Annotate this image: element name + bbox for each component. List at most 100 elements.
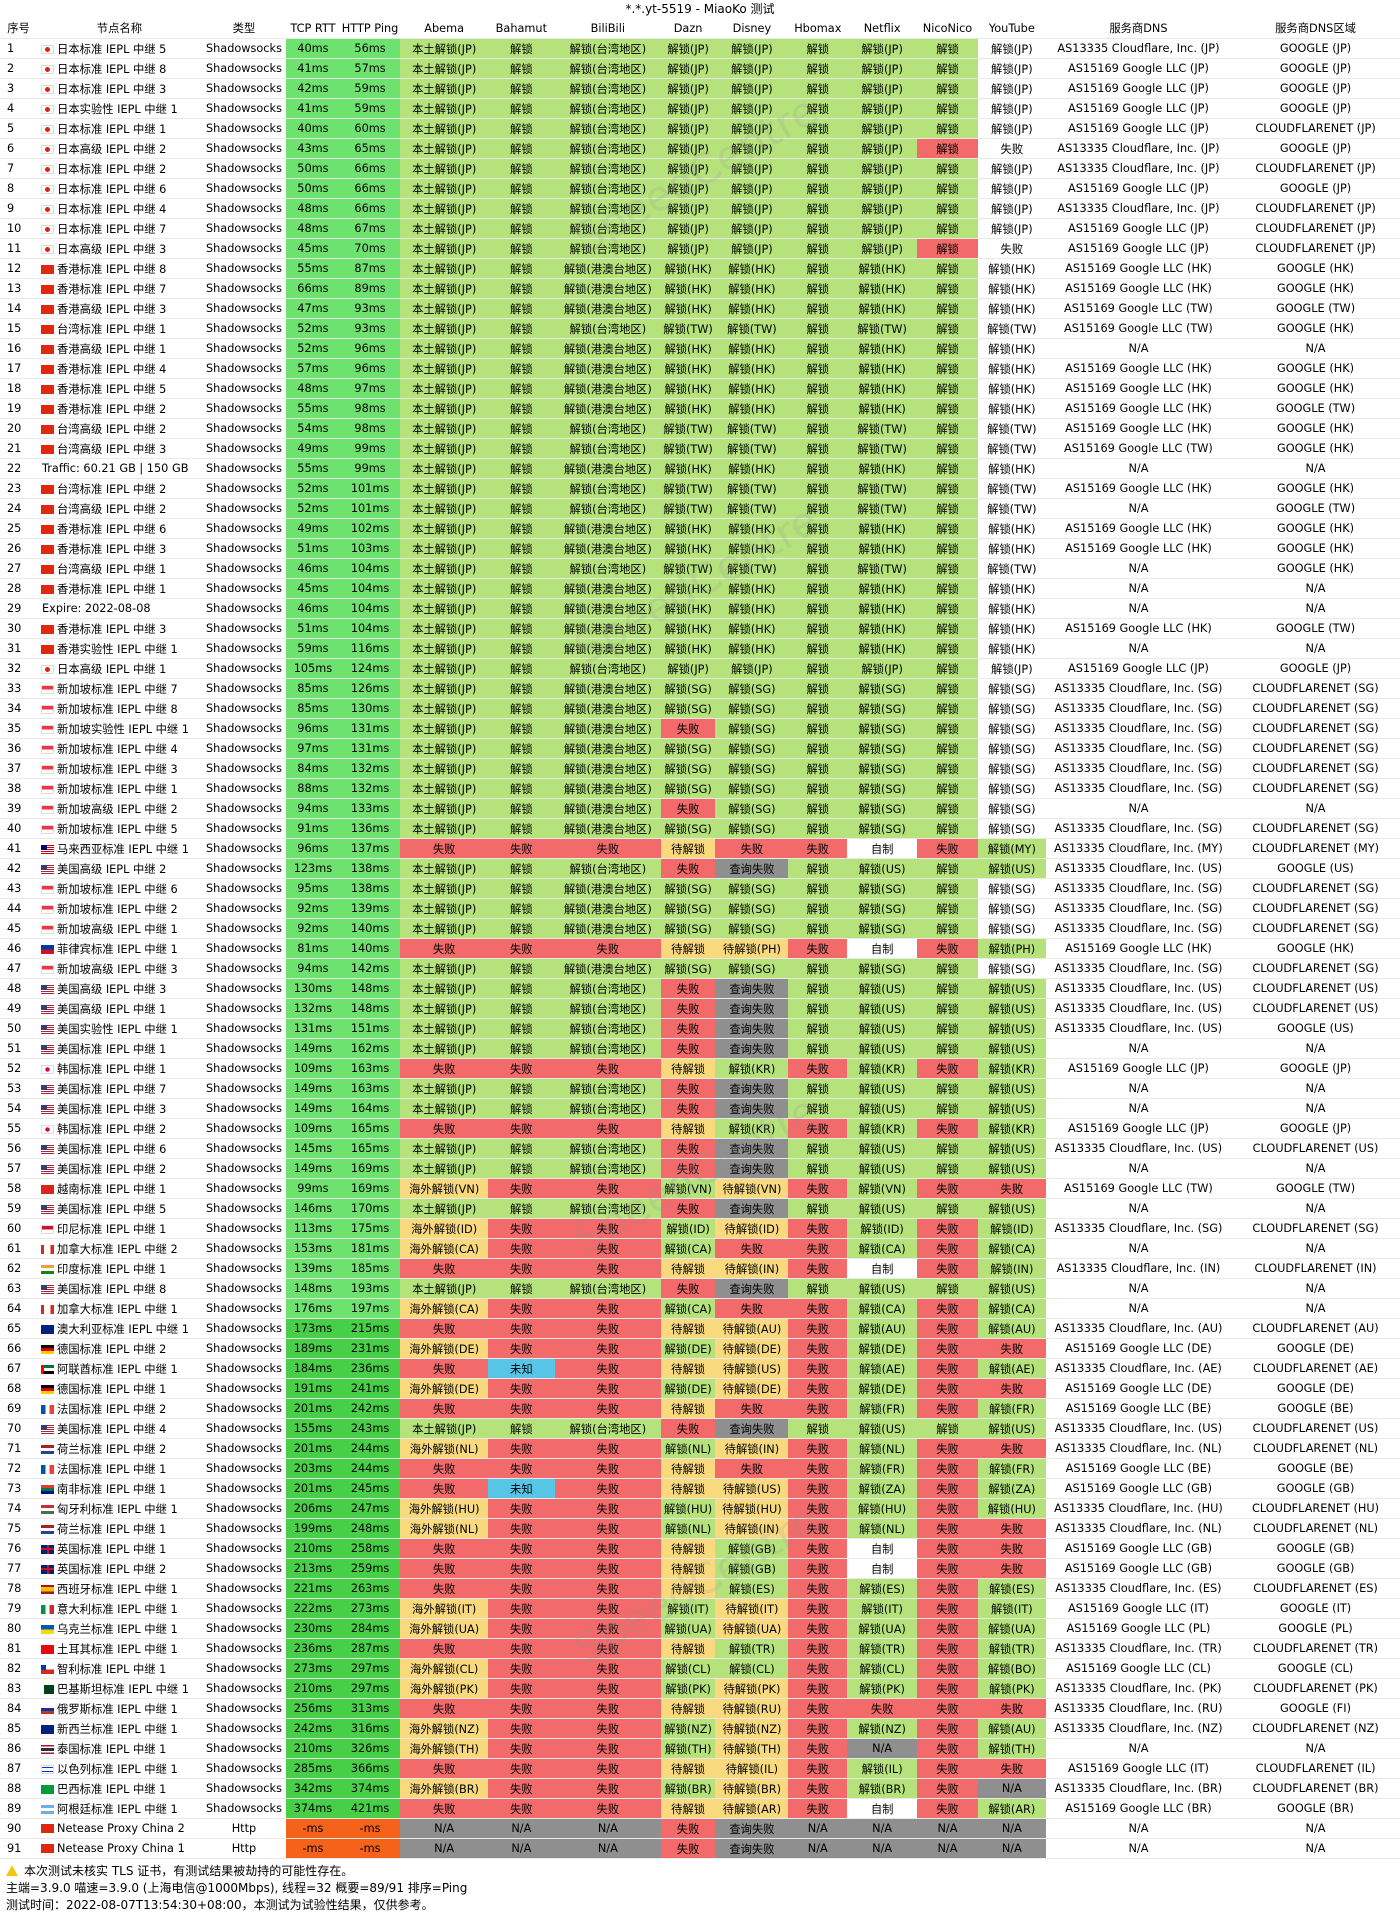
dazn-result: 待解锁 [660, 938, 716, 959]
bahamut-result: 失败 [487, 1538, 555, 1559]
node-name: 美国实验性 IEPL 中继 1 [57, 1022, 178, 1036]
hbomax-result: 解锁 [788, 758, 848, 779]
dazn-result: 解锁(SG) [660, 878, 716, 899]
bilibili-result: N/A [554, 1838, 661, 1859]
tcp-rtt: -ms [286, 1838, 340, 1859]
node-name-cell: 新加坡标准 IEPL 中继 8 [37, 698, 202, 719]
bilibili-result: 解锁(台湾地区) [554, 138, 661, 159]
node-name: 日本标准 IEPL 中继 1 [57, 122, 167, 136]
hbomax-result: 解锁 [788, 958, 848, 979]
bahamut-result: 解锁 [487, 478, 555, 499]
abema-result: 本土解锁(JP) [400, 1018, 488, 1039]
node-name-cell: 美国标准 IEPL 中继 7 [37, 1078, 202, 1099]
node-type: Shadowsocks [201, 1318, 287, 1339]
dns-provider: AS13335 Cloudflare, Inc. (SG) [1045, 698, 1232, 719]
netflix-result: 解锁(NZ) [847, 1718, 918, 1739]
dns-region: GOOGLE (TW) [1231, 498, 1400, 519]
tls-warning: 本次测试未核实 TLS 证书，有测试结果被劫持的可能性存在。 [0, 1863, 1400, 1880]
netflix-result: N/A [847, 1838, 918, 1859]
youtube-result: 解锁(HK) [977, 578, 1046, 599]
abema-result: 本土解锁(JP) [400, 1138, 488, 1159]
disney-result: 查询失败 [715, 1038, 789, 1059]
test-summary: 主端=3.9.0 喵速=3.9.0 (上海电信@1000Mbps), 线程=32… [6, 1881, 468, 1895]
table-row: 10 日本标准 IEPL 中继 7 Shadowsocks 48ms 67ms 本土解锁(… [0, 218, 1400, 239]
bilibili-result: 失败 [554, 1398, 661, 1419]
node-name-cell: 美国实验性 IEPL 中继 1 [37, 1018, 202, 1039]
row-index: 29 [0, 598, 38, 619]
youtube-result: 解锁(TR) [977, 1638, 1046, 1659]
dns-provider: AS13335 Cloudflare, Inc. (SG) [1045, 898, 1232, 919]
node-name-cell: 乌克兰标准 IEPL 中继 1 [37, 1618, 202, 1639]
node-type: Shadowsocks [201, 898, 287, 919]
disney-result: 解锁(HK) [715, 298, 789, 319]
hbomax-result: 解锁 [788, 918, 848, 939]
bilibili-result: 失败 [554, 1298, 661, 1319]
dns-provider: AS15169 Google LLC (GB) [1045, 1558, 1232, 1579]
bilibili-result: 解锁(港澳台地区) [554, 718, 661, 739]
bilibili-result: 解锁(台湾地区) [554, 198, 661, 219]
netflix-result: 解锁(SG) [847, 798, 918, 819]
node-type: Shadowsocks [201, 1738, 287, 1759]
dns-provider: N/A [1045, 1158, 1232, 1179]
row-index: 20 [0, 418, 38, 439]
dazn-result: 解锁(SG) [660, 918, 716, 939]
node-name-cell: 美国高级 IEPL 中继 2 [37, 858, 202, 879]
node-type: Shadowsocks [201, 1698, 287, 1719]
tcp-rtt: 210ms [286, 1678, 340, 1699]
tcp-rtt: 55ms [286, 398, 340, 419]
bilibili-result: 解锁(台湾地区) [554, 978, 661, 999]
disney-result: 待解锁(US) [715, 1358, 789, 1379]
bahamut-result: 解锁 [487, 58, 555, 79]
row-index: 61 [0, 1238, 38, 1259]
malaysia-flag-icon [41, 844, 55, 854]
dazn-result: 解锁(HK) [660, 298, 716, 319]
disney-result: 解锁(SG) [715, 678, 789, 699]
abema-result: 本土解锁(JP) [400, 238, 488, 259]
table-row: 37 新加坡标准 IEPL 中继 3 Shadowsocks 84ms 132ms 本土解… [0, 758, 1400, 779]
tcp-rtt: 54ms [286, 418, 340, 439]
netflix-result: 解锁(US) [847, 1278, 918, 1299]
bilibili-result: 失败 [554, 1338, 661, 1359]
http-ping: 197ms [339, 1298, 401, 1319]
tcp-rtt: 55ms [286, 458, 340, 479]
node-type: Shadowsocks [201, 1458, 287, 1479]
row-index: 76 [0, 1538, 38, 1559]
abema-result: 本土解锁(JP) [400, 518, 488, 539]
hong-kong-flag-icon [41, 384, 55, 394]
http-ping: 70ms [339, 238, 401, 259]
niconico-result: 失败 [917, 1778, 978, 1799]
table-row: 77 英国标准 IEPL 中继 2 Shadowsocks 213ms 259ms 失败失… [0, 1558, 1400, 1579]
node-name-cell: 西班牙标准 IEPL 中继 1 [37, 1578, 202, 1599]
row-index: 16 [0, 338, 38, 359]
dns-region: CLOUDFLARENET (JP) [1231, 158, 1400, 179]
youtube-result: 失败 [977, 1518, 1046, 1539]
node-name-cell: 美国高级 IEPL 中继 3 [37, 978, 202, 999]
disney-result: 解锁(JP) [715, 218, 789, 239]
niconico-result: 失败 [917, 1478, 978, 1499]
niconico-result: 解锁 [917, 418, 978, 439]
dns-region: CLOUDFLARENET (NL) [1231, 1518, 1400, 1539]
node-name-cell: 台湾标准 IEPL 中继 2 [37, 478, 202, 499]
youtube-result: 失败 [977, 1758, 1046, 1779]
http-ping: 126ms [339, 678, 401, 699]
row-index: 12 [0, 258, 38, 279]
dazn-result: 解锁(JP) [660, 78, 716, 99]
bilibili-result: 失败 [554, 1718, 661, 1739]
dazn-result: 解锁(TW) [660, 318, 716, 339]
table-row: 58 越南标准 IEPL 中继 1 Shadowsocks 99ms 169ms 海外解锁… [0, 1178, 1400, 1199]
youtube-result: 解锁(TW) [977, 478, 1046, 499]
node-type: Shadowsocks [201, 1398, 287, 1419]
dns-region: N/A [1231, 578, 1400, 599]
bahamut-result: 解锁 [487, 898, 555, 919]
node-type: Shadowsocks [201, 778, 287, 799]
netflix-result: 解锁(NL) [847, 1518, 918, 1539]
column-header: NicoNico [917, 18, 978, 39]
dns-provider: AS15169 Google LLC (HK) [1045, 538, 1232, 559]
bilibili-result: 失败 [554, 1658, 661, 1679]
netflix-result: 解锁(VN) [847, 1178, 918, 1199]
youtube-result: 失败 [977, 1558, 1046, 1579]
table-row: 33 新加坡标准 IEPL 中继 7 Shadowsocks 85ms 126ms 本土解… [0, 678, 1400, 699]
bilibili-result: 失败 [554, 1238, 661, 1259]
disney-result: 解锁(TW) [715, 438, 789, 459]
niconico-result: 解锁 [917, 198, 978, 219]
